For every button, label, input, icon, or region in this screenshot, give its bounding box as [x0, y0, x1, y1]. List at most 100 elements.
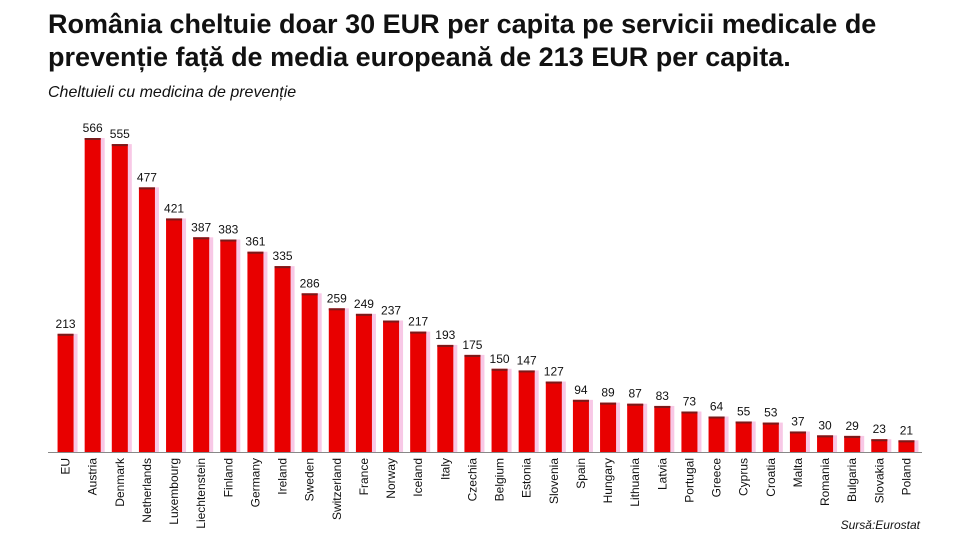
bar-greece: [708, 416, 725, 452]
category-label-netherlands: Netherlands: [140, 458, 154, 523]
bar-france: [355, 313, 372, 452]
bar-germany: [247, 251, 264, 452]
value-label-cyprus: 55: [737, 404, 751, 418]
category-label-sweden: Sweden: [303, 458, 317, 501]
bar-top-denmark: [111, 144, 128, 147]
bar-top-romania: [817, 435, 834, 438]
category-label-liechtenstein: Liechtenstein: [194, 458, 208, 529]
category-label-malta: Malta: [791, 458, 805, 488]
category-label-lithuania: Lithuania: [628, 458, 642, 507]
category-label-portugal: Portugal: [682, 458, 696, 503]
category-label-belgium: Belgium: [493, 458, 507, 501]
value-label-germany: 361: [245, 235, 265, 249]
bar-top-finland: [220, 239, 237, 242]
value-label-norway: 237: [381, 304, 401, 318]
bar-bulgaria: [844, 435, 861, 452]
bar-luxembourg: [166, 218, 183, 452]
value-label-belgium: 150: [490, 352, 510, 366]
source-note: Sursă:Eurostat: [840, 518, 920, 532]
value-label-iceland: 217: [408, 315, 428, 329]
bar-top-austria: [84, 138, 101, 140]
category-label-norway: Norway: [384, 458, 398, 499]
category-label-denmark: Denmark: [113, 457, 127, 507]
value-label-bulgaria: 29: [846, 419, 860, 433]
bar-belgium: [491, 368, 508, 452]
value-label-lithuania: 87: [629, 387, 643, 401]
value-label-romania: 30: [818, 418, 832, 432]
value-label-luxembourg: 421: [164, 201, 184, 215]
category-label-eu: EU: [59, 458, 73, 475]
category-label-ireland: Ireland: [276, 458, 290, 495]
bar-top-czechia: [464, 354, 481, 357]
chart-subtitle: Cheltuieli cu medicina de prevenție: [48, 84, 297, 101]
value-label-spain: 94: [574, 383, 588, 397]
bar-top-bulgaria: [844, 435, 861, 438]
bar-top-latvia: [654, 405, 671, 408]
bar-top-spain: [572, 399, 589, 402]
value-label-eu: 213: [56, 317, 76, 331]
bar-latvia: [654, 405, 671, 452]
category-label-cyprus: Cyprus: [737, 458, 751, 496]
category-label-hungary: Hungary: [601, 458, 615, 503]
bar-top-cyprus: [735, 421, 752, 424]
bar-top-switzerland: [328, 308, 345, 311]
value-label-malta: 37: [791, 414, 805, 428]
category-label-spain: Spain: [574, 458, 588, 489]
bar-lithuania: [627, 403, 644, 452]
bar-top-portugal: [681, 411, 698, 414]
category-label-greece: Greece: [710, 458, 724, 498]
bar-finland: [220, 239, 237, 452]
bar-czechia: [464, 354, 481, 452]
value-label-liechtenstein: 387: [191, 220, 211, 234]
category-label-estonia: Estonia: [520, 458, 534, 498]
bar-cyprus: [735, 421, 752, 452]
bar-top-liechtenstein: [193, 237, 210, 240]
bar-italy: [437, 344, 454, 452]
bar-top-luxembourg: [166, 218, 183, 221]
value-label-hungary: 89: [601, 386, 615, 400]
bar-top-eu: [57, 333, 74, 336]
bar-top-belgium: [491, 368, 508, 371]
value-label-netherlands: 477: [137, 170, 157, 184]
category-label-croatia: Croatia: [764, 458, 778, 497]
bar-liechtenstein: [193, 237, 210, 452]
value-label-greece: 64: [710, 399, 724, 413]
bar-netherlands: [138, 187, 155, 452]
value-label-sweden: 286: [300, 276, 320, 290]
category-label-finland: Finland: [221, 458, 235, 497]
category-label-slovakia: Slovakia: [872, 458, 886, 504]
value-label-slovakia: 23: [873, 422, 887, 436]
bar-spain: [572, 399, 589, 452]
category-label-latvia: Latvia: [655, 458, 669, 490]
value-label-croatia: 53: [764, 406, 778, 420]
value-label-portugal: 73: [683, 395, 697, 409]
value-label-estonia: 147: [517, 353, 537, 367]
category-label-luxembourg: Luxembourg: [167, 458, 181, 525]
bar-denmark: [111, 144, 128, 452]
category-label-iceland: Iceland: [411, 458, 425, 497]
chart-title: România cheltuie doar 30 EUR per capita …: [48, 9, 877, 72]
bar-top-lithuania: [627, 403, 644, 406]
category-label-germany: Germany: [248, 458, 262, 507]
bar-estonia: [518, 370, 535, 452]
bar-top-netherlands: [138, 187, 155, 190]
value-label-switzerland: 259: [327, 291, 347, 305]
value-label-italy: 193: [435, 328, 455, 342]
category-label-france: France: [357, 458, 371, 496]
category-label-poland: Poland: [899, 458, 913, 495]
bar-poland: [898, 440, 915, 452]
bar-romania: [817, 435, 834, 452]
bar-hungary: [600, 402, 617, 452]
bar-portugal: [681, 411, 698, 452]
bar-top-norway: [383, 320, 400, 323]
bar-top-sweden: [301, 293, 318, 296]
category-label-switzerland: Switzerland: [330, 458, 344, 520]
bar-croatia: [762, 422, 779, 452]
bar-top-greece: [708, 416, 725, 419]
bar-top-ireland: [274, 266, 291, 269]
bar-iceland: [410, 331, 427, 452]
labels-layer: 213 EU 566 Austria 555 Denmark 477 Netherlands 4…: [56, 121, 914, 529]
value-label-czechia: 175: [462, 338, 482, 352]
category-label-czechia: Czechia: [465, 458, 479, 502]
